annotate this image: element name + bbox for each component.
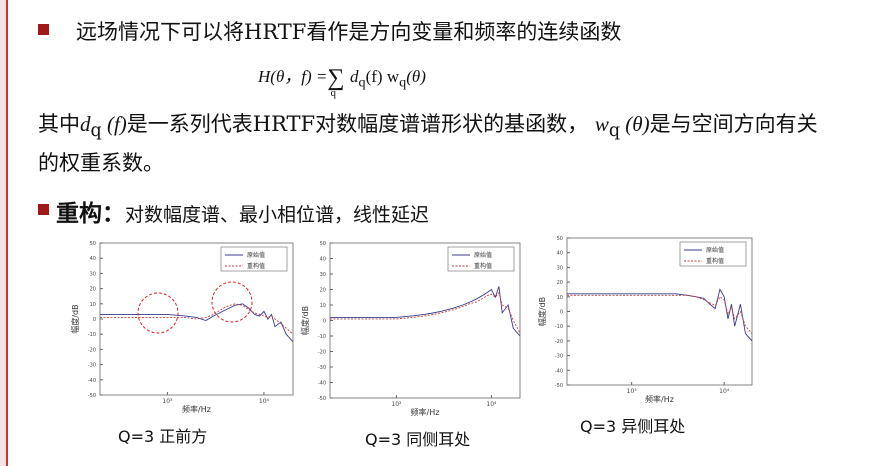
y-tick-label: -20 <box>318 350 326 356</box>
y-tick-label: 20 <box>557 280 563 286</box>
y-tick-label: 30 <box>320 272 326 278</box>
y-tick-label: 10 <box>320 303 326 309</box>
text: 其中 <box>38 112 80 136</box>
y-tick-label: 40 <box>320 257 326 263</box>
w-sub: q <box>608 121 621 142</box>
y-tick-label: -10 <box>318 334 326 340</box>
heading-text: 对数幅度谱、最小相位谱，线性延迟 <box>125 204 430 226</box>
w-arg: (θ) <box>620 112 650 136</box>
y-tick-label: -40 <box>318 381 326 387</box>
heading-label: 重构： <box>56 200 125 227</box>
sum: ∑ <box>327 65 345 91</box>
y-axis-label: 幅度/dB <box>70 304 80 333</box>
y-tick-label: -40 <box>555 368 563 374</box>
w: w <box>386 67 400 86</box>
y-tick-label: -30 <box>555 354 563 360</box>
y-tick-label: 0 <box>560 310 563 316</box>
series-line <box>567 288 753 342</box>
series-line <box>100 303 294 343</box>
highlight-circle <box>137 292 179 334</box>
y-tick-label: -40 <box>88 378 96 384</box>
caption: Q=3 正前方 <box>118 427 207 446</box>
y-tick-label: 10 <box>557 295 563 301</box>
y-axis-label: 幅度/dB <box>300 306 310 335</box>
bullet <box>38 204 49 215</box>
y-tick-label: 0 <box>323 319 326 325</box>
x-axis-label: 频率/Hz <box>411 407 440 417</box>
y-tick-label: -30 <box>318 365 326 371</box>
legend-label: 原始值 <box>247 251 265 259</box>
y-tick-label: 30 <box>557 265 563 271</box>
legend-box <box>447 246 515 272</box>
y-tick-label: -20 <box>555 339 563 345</box>
bullet <box>38 24 49 35</box>
legend-box <box>220 246 288 272</box>
y-tick-label: 10 <box>90 302 96 308</box>
formula-lhs: H(θ，f) = <box>258 67 328 86</box>
text: 是与空间方向有关的权重系数。 <box>38 112 818 176</box>
y-tick-label: 50 <box>557 236 563 242</box>
w-arg: (θ) <box>406 67 426 86</box>
x-axis-label: 频率/Hz <box>182 404 211 414</box>
y-tick-label: 50 <box>90 241 96 247</box>
d-arg: (f) <box>101 112 127 136</box>
plot-frame <box>566 237 753 386</box>
y-tick-label: -50 <box>318 396 326 402</box>
paragraph: 其中dq (f)是一系列代表HRTF对数幅度谱谱形状的基函数， wq (θ)是与… <box>38 108 838 179</box>
w-sub: q <box>399 74 407 91</box>
d-arg: (f) <box>365 67 383 86</box>
legend-label: 重构值 <box>247 262 265 270</box>
x-tick-label: 10⁴ <box>719 388 730 395</box>
y-tick-label: -50 <box>88 393 96 399</box>
y-tick-label: -10 <box>555 324 563 330</box>
y-tick-label: -50 <box>555 383 563 389</box>
highlight-circle <box>211 281 253 323</box>
y-tick-label: 20 <box>320 288 326 294</box>
text: 是一系列代表HRTF对数幅度谱谱形状的基函数， <box>126 112 589 136</box>
w: w <box>594 112 609 136</box>
series-line <box>330 286 521 337</box>
y-tick-label: 50 <box>320 241 326 247</box>
y-axis-label: 幅度/dB <box>537 297 547 326</box>
legend-label: 原始值 <box>474 251 492 259</box>
x-tick-label: 10³ <box>162 398 173 405</box>
y-tick-label: -30 <box>88 363 96 369</box>
y-tick-label: 0 <box>93 317 96 323</box>
x-axis-label: 频率/Hz <box>645 394 674 404</box>
d: d <box>80 112 91 136</box>
x-tick-label: 10³ <box>391 401 402 408</box>
bullet-text: 远场情况下可以将HRTF看作是方向变量和频率的连续函数 <box>76 20 622 44</box>
y-tick-label: 20 <box>90 287 96 293</box>
series-line <box>330 291 521 334</box>
legend-label: 重构值 <box>474 262 492 270</box>
legend-label: 原始值 <box>706 246 724 254</box>
d-sub: q <box>90 121 102 142</box>
sum-index: q <box>330 87 337 100</box>
y-tick-label: -10 <box>88 332 96 338</box>
formula: H(θ，f) =∑qdq(f) wq(θ) <box>258 62 426 99</box>
x-tick-label: 10⁴ <box>486 401 497 408</box>
y-tick-label: 40 <box>557 251 563 257</box>
x-tick-label: 10³ <box>627 388 638 395</box>
x-tick-label: 10⁴ <box>259 398 270 405</box>
edge-bar <box>0 0 8 466</box>
caption: Q=3 异侧耳处 <box>580 417 685 436</box>
y-tick-label: 30 <box>90 271 96 277</box>
caption: Q=3 同侧耳处 <box>365 430 470 449</box>
legend-label: 重构值 <box>706 257 724 265</box>
series-line <box>567 294 753 334</box>
series-line <box>100 303 294 335</box>
y-tick-label: -20 <box>88 347 96 353</box>
legend-box <box>679 241 747 267</box>
d-sub: q <box>358 74 366 91</box>
y-tick-label: 40 <box>90 256 96 262</box>
heading: 重构：对数幅度谱、最小相位谱，线性延迟 <box>56 194 429 228</box>
d: d <box>350 67 359 86</box>
